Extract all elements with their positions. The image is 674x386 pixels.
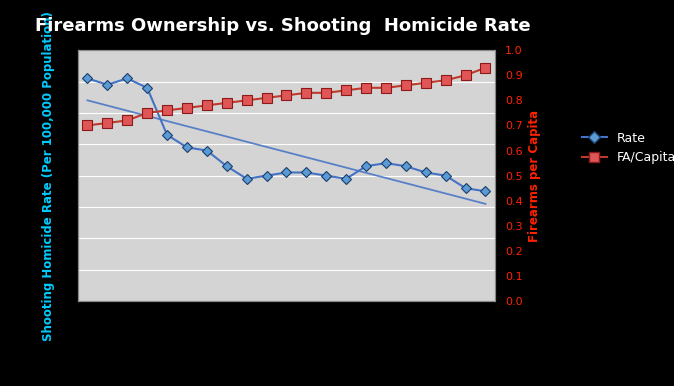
Text: Firearms Ownership vs. Shooting  Homicide Rate: Firearms Ownership vs. Shooting Homicide… — [35, 17, 531, 36]
Legend: Rate, FA/Capita: Rate, FA/Capita — [577, 127, 674, 169]
Y-axis label: Firearms per Capita: Firearms per Capita — [528, 110, 541, 242]
Y-axis label: Shooting Homicide Rate (Per 100,000 Population): Shooting Homicide Rate (Per 100,000 Popu… — [42, 11, 55, 340]
